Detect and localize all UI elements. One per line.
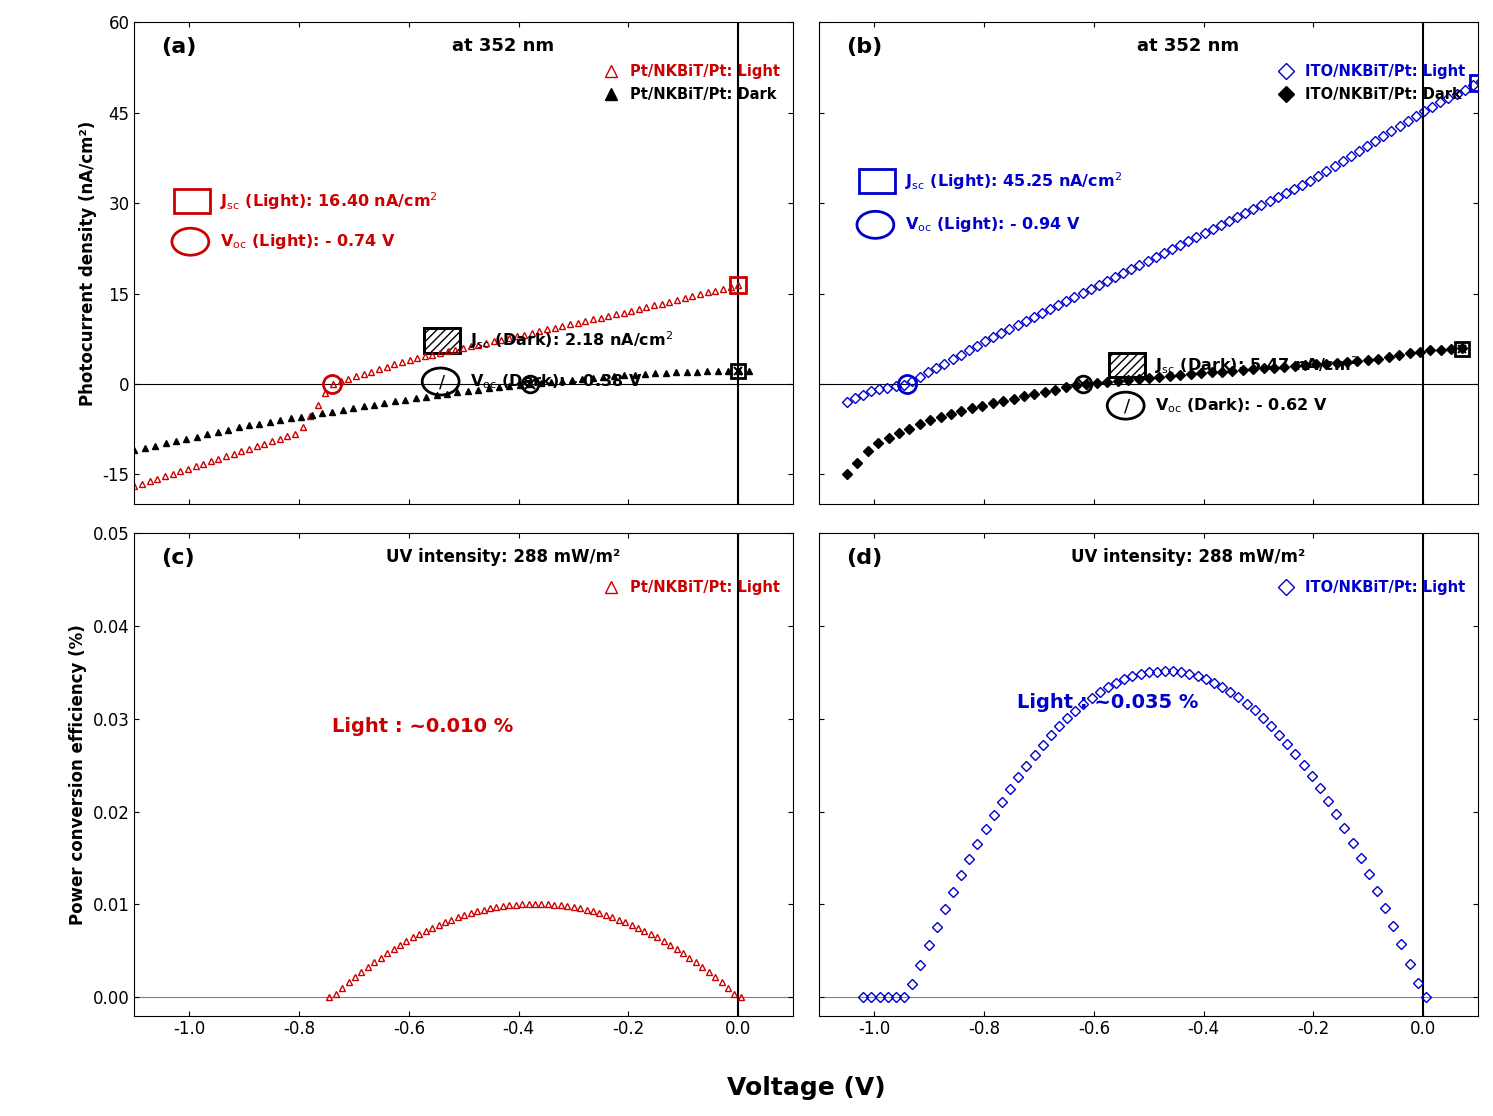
Bar xyxy=(173,189,211,213)
Y-axis label: Photocurrent density (nA/cm²): Photocurrent density (nA/cm²) xyxy=(79,121,97,406)
Text: at 352 nm: at 352 nm xyxy=(452,37,554,55)
Y-axis label: Power conversion efficiency (%): Power conversion efficiency (%) xyxy=(69,624,87,925)
Bar xyxy=(858,170,896,193)
Legend: Pt/NKBiT/Pt: Light: Pt/NKBiT/Pt: Light xyxy=(591,575,785,602)
Text: (a): (a) xyxy=(161,37,196,57)
Legend: Pt/NKBiT/Pt: Light, Pt/NKBiT/Pt: Dark: Pt/NKBiT/Pt: Light, Pt/NKBiT/Pt: Dark xyxy=(591,58,785,107)
Text: (d): (d) xyxy=(845,548,882,568)
Text: J$_{\rm sc}$ (Light): 45.25 nA/cm$^2$: J$_{\rm sc}$ (Light): 45.25 nA/cm$^2$ xyxy=(905,171,1123,192)
Text: UV intensity: 288 mW/m²: UV intensity: 288 mW/m² xyxy=(387,548,621,566)
Text: V$_{\rm oc}$ (Light): - 0.74 V: V$_{\rm oc}$ (Light): - 0.74 V xyxy=(219,232,396,251)
Text: J$_{\rm sc}$ (Dark): 2.18 nA/cm$^2$: J$_{\rm sc}$ (Dark): 2.18 nA/cm$^2$ xyxy=(470,329,673,352)
Text: /: / xyxy=(439,373,445,391)
Text: UV intensity: 288 mW/m²: UV intensity: 288 mW/m² xyxy=(1070,548,1305,566)
Bar xyxy=(424,328,460,353)
Text: V$_{\rm oc}$ (Dark): - 0.38 V: V$_{\rm oc}$ (Dark): - 0.38 V xyxy=(470,372,642,391)
Text: /: / xyxy=(1124,397,1130,415)
Legend: ITO/NKBiT/Pt: Light: ITO/NKBiT/Pt: Light xyxy=(1266,575,1471,602)
Text: (c): (c) xyxy=(161,548,194,568)
Text: Light : ~0.010 %: Light : ~0.010 % xyxy=(331,716,514,735)
Text: at 352 nm: at 352 nm xyxy=(1138,37,1239,55)
Text: Light : ~0.035 %: Light : ~0.035 % xyxy=(1017,693,1199,712)
Text: Voltage (V): Voltage (V) xyxy=(727,1076,885,1100)
Text: V$_{\rm oc}$ (Light): - 0.94 V: V$_{\rm oc}$ (Light): - 0.94 V xyxy=(905,215,1081,234)
Bar xyxy=(1109,353,1145,377)
Text: (b): (b) xyxy=(845,37,882,57)
Legend: ITO/NKBiT/Pt: Light, ITO/NKBiT/Pt: Dark: ITO/NKBiT/Pt: Light, ITO/NKBiT/Pt: Dark xyxy=(1266,58,1471,107)
Text: J$_{\rm sc}$ (Dark): 5.47 nA/cm$^2$: J$_{\rm sc}$ (Dark): 5.47 nA/cm$^2$ xyxy=(1156,354,1359,375)
Text: V$_{\rm oc}$ (Dark): - 0.62 V: V$_{\rm oc}$ (Dark): - 0.62 V xyxy=(1156,396,1327,415)
Bar xyxy=(424,328,460,353)
Text: J$_{\rm sc}$ (Light): 16.40 nA/cm$^2$: J$_{\rm sc}$ (Light): 16.40 nA/cm$^2$ xyxy=(219,190,437,212)
Bar xyxy=(1109,353,1145,377)
